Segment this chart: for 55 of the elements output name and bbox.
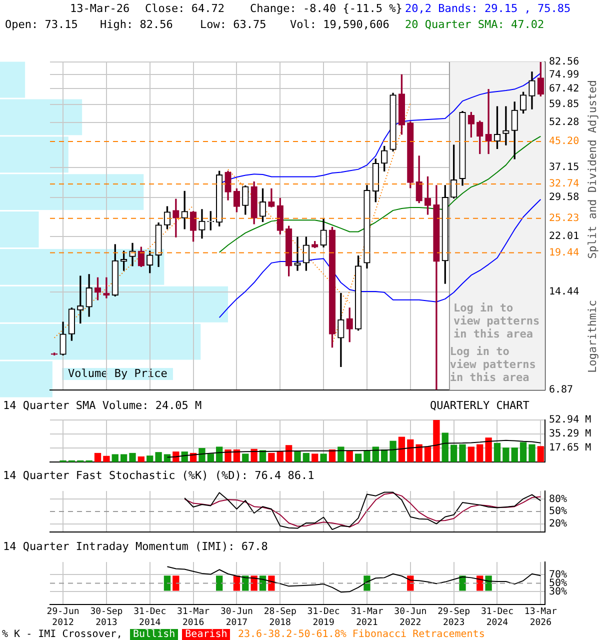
text: Close: 64.72: [145, 2, 224, 15]
y-tick-label: 35.29 M: [549, 428, 592, 440]
text: 20 Quarter SMA: 47.02: [405, 18, 546, 31]
band-label: Log in to view patterns in this area: [453, 301, 540, 340]
text: QUARTERLY CHART: [430, 399, 530, 412]
text: Vol: 19,590,606: [290, 18, 390, 31]
y-tick-label: 80%: [549, 494, 568, 505]
text: 14 Quarter SMA Volume: 24.05 M: [3, 399, 202, 412]
text: 13-Mar-26: [70, 2, 130, 15]
ref-line-label: 45.20: [549, 136, 580, 148]
text: Bullish: [130, 629, 178, 640]
x-tick-label: 30-Jun 2017: [220, 607, 253, 628]
ref-line-label: 32.74: [549, 178, 580, 190]
text: Bearish: [182, 629, 230, 640]
x-tick-label: 30-Sep 2013: [90, 607, 123, 628]
ref-line-label: 19.44: [549, 247, 580, 258]
x-tick-label: 31-Mar 2021: [350, 607, 384, 628]
y-tick-label: 52.28: [549, 116, 580, 128]
y-tick-label: 22.01: [549, 230, 580, 242]
x-tick-label: 28-Sep 2018: [264, 607, 296, 628]
y-tick-label: 52.94 M: [549, 414, 592, 426]
x-tick-label: 31-Dec 2014: [134, 607, 166, 628]
chart-title: 14 Quarter Intraday Momentum (IMI): 67.8: [3, 540, 268, 553]
x-tick-label: 31-Mar 2016: [177, 607, 210, 628]
x-tick-label: 13-Mar 2026: [524, 607, 558, 628]
y-tick-label: 20%: [549, 518, 568, 530]
y-tick-label: 30%: [549, 586, 568, 598]
y-tick-label: 67.42: [549, 83, 580, 94]
y-axis-title: Split and Dividend Adjusted: [586, 80, 599, 259]
y-tick-label: 59.85: [549, 99, 580, 110]
annotation: Log in to view patterns in this area: [450, 345, 536, 384]
text: High: 82.56: [100, 18, 173, 31]
x-tick-label: 31-Dec 2024: [480, 607, 514, 628]
text: % K - IMI Crossover,: [2, 629, 122, 640]
text: Change: -8.40 {-11.5 %}: [250, 2, 402, 15]
y-tick-label: 14.44: [549, 286, 580, 298]
y-tick-label: 74.99: [549, 69, 580, 80]
x-tick-label: 31-Dec 2019: [307, 607, 340, 628]
y-tick-label: 82.56: [549, 56, 580, 68]
y-tick-label: 37.15: [549, 162, 580, 173]
x-tick-label: 30-Jun 2022: [394, 607, 427, 628]
y-tick-label: 29.58: [549, 192, 580, 203]
ref-line-label: 25.23: [549, 212, 580, 224]
text: Low: 63.75: [200, 18, 266, 31]
text: Open: 73.15: [5, 18, 78, 31]
text: 23.6-38.2-50-61.8% Fibonacci Retracements: [238, 629, 485, 640]
text: Volume By Price: [62, 367, 174, 380]
x-tick-label: 29-Jun 2012: [46, 607, 80, 628]
text: 20,2 Bands: 29.15 , 75.85: [405, 2, 571, 15]
y-tick-label: 6.87: [549, 384, 574, 396]
y-tick-label: 17.65 M: [549, 442, 592, 454]
y-tick-label: 50%: [549, 506, 568, 518]
x-tick-label: 29-Sep 2023: [438, 607, 470, 628]
text: Logarithmic: [586, 300, 599, 373]
chart-title: 14 Quarter Fast Stochastic (%K) (%D): 76.4 86.1: [3, 469, 314, 482]
